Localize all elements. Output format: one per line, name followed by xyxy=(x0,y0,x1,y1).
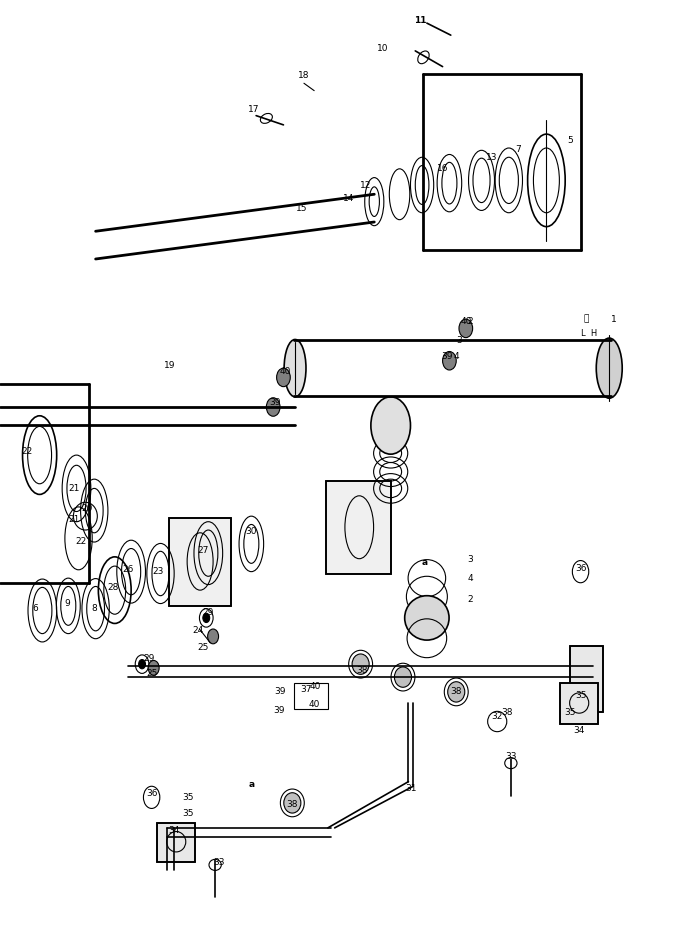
Text: 40: 40 xyxy=(309,700,320,709)
Text: 27: 27 xyxy=(198,546,209,555)
Text: 4: 4 xyxy=(467,574,473,583)
Text: 33: 33 xyxy=(505,752,516,761)
Text: 38: 38 xyxy=(357,666,367,675)
Circle shape xyxy=(208,629,219,644)
Text: 20: 20 xyxy=(82,504,93,513)
Text: 15: 15 xyxy=(296,204,307,213)
Text: 5: 5 xyxy=(568,136,573,145)
Text: 28: 28 xyxy=(107,583,118,592)
Text: a: a xyxy=(422,558,428,567)
Text: 25: 25 xyxy=(198,643,209,652)
Text: 38: 38 xyxy=(287,800,298,809)
Text: 9: 9 xyxy=(64,598,70,608)
Text: 1: 1 xyxy=(611,314,616,324)
Text: 8: 8 xyxy=(92,604,97,613)
Text: 11: 11 xyxy=(414,16,426,25)
Text: 40: 40 xyxy=(460,317,471,327)
Circle shape xyxy=(277,368,290,387)
Text: 13: 13 xyxy=(486,153,497,162)
Text: 6: 6 xyxy=(33,604,38,613)
FancyBboxPatch shape xyxy=(157,823,195,862)
Text: 34: 34 xyxy=(574,726,585,735)
Text: 左: 左 xyxy=(583,314,589,324)
Text: 10: 10 xyxy=(377,43,388,53)
Text: 22: 22 xyxy=(22,447,33,456)
Text: 26: 26 xyxy=(123,565,134,574)
Text: 14: 14 xyxy=(343,194,354,204)
Text: 29: 29 xyxy=(143,654,154,663)
Ellipse shape xyxy=(404,596,449,640)
Circle shape xyxy=(203,613,210,623)
Circle shape xyxy=(459,319,473,338)
Text: 22: 22 xyxy=(75,536,86,546)
Text: 39: 39 xyxy=(269,398,280,407)
Text: 2: 2 xyxy=(467,595,473,604)
Text: 21: 21 xyxy=(68,484,79,493)
Text: L  H: L H xyxy=(581,328,597,338)
Text: 35: 35 xyxy=(182,793,193,802)
Text: 2: 2 xyxy=(467,317,473,327)
Ellipse shape xyxy=(284,339,306,397)
Ellipse shape xyxy=(448,682,464,702)
Text: 38: 38 xyxy=(501,708,512,717)
Ellipse shape xyxy=(352,654,369,674)
FancyBboxPatch shape xyxy=(570,646,603,712)
Text: 29: 29 xyxy=(203,608,214,617)
Text: 7: 7 xyxy=(515,145,520,154)
Text: a: a xyxy=(249,780,254,789)
Text: 39: 39 xyxy=(273,706,284,715)
Ellipse shape xyxy=(394,667,411,687)
FancyBboxPatch shape xyxy=(326,481,391,574)
Text: 12: 12 xyxy=(360,180,371,190)
Ellipse shape xyxy=(371,397,410,454)
Text: 37: 37 xyxy=(301,684,311,694)
Text: 34: 34 xyxy=(169,826,180,835)
Ellipse shape xyxy=(283,793,301,813)
Text: 24: 24 xyxy=(193,626,204,635)
Text: 3: 3 xyxy=(467,555,473,564)
Text: 30: 30 xyxy=(246,527,257,536)
Circle shape xyxy=(139,660,145,669)
Text: 25: 25 xyxy=(146,669,157,678)
Text: 19: 19 xyxy=(164,361,175,370)
Text: 33: 33 xyxy=(213,857,224,867)
FancyBboxPatch shape xyxy=(169,518,231,606)
Text: 18: 18 xyxy=(298,71,309,80)
Circle shape xyxy=(443,352,456,370)
Text: 39: 39 xyxy=(442,352,453,361)
Text: 23: 23 xyxy=(153,567,164,576)
Text: 4: 4 xyxy=(454,352,459,361)
Text: 40: 40 xyxy=(280,367,291,376)
Text: 16: 16 xyxy=(437,164,448,173)
Circle shape xyxy=(266,398,280,416)
Text: 36: 36 xyxy=(575,564,586,574)
Text: 35: 35 xyxy=(565,708,576,717)
Ellipse shape xyxy=(596,338,622,398)
Text: 39: 39 xyxy=(275,687,285,697)
Text: 3: 3 xyxy=(456,336,462,345)
Text: 21: 21 xyxy=(68,515,79,524)
Text: 17: 17 xyxy=(249,105,260,114)
Text: 35: 35 xyxy=(575,691,586,700)
Text: 38: 38 xyxy=(451,687,462,697)
Text: 35: 35 xyxy=(182,809,193,819)
FancyBboxPatch shape xyxy=(560,683,598,724)
Text: 31: 31 xyxy=(406,783,417,793)
Text: 40: 40 xyxy=(310,682,321,691)
Text: 36: 36 xyxy=(146,789,157,798)
Circle shape xyxy=(148,660,159,675)
Text: 32: 32 xyxy=(492,712,503,722)
